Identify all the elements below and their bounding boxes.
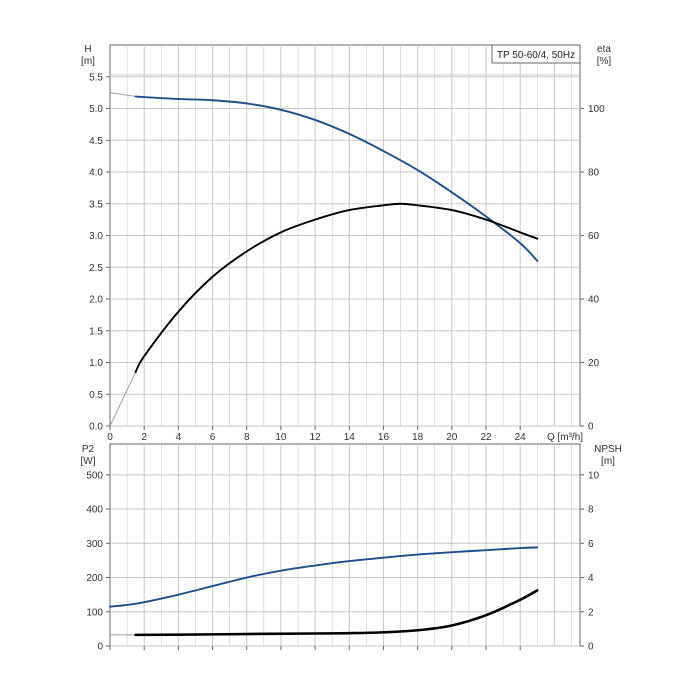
upper-right-tick-label: 0	[588, 422, 594, 433]
npsh-axis-label: NPSH	[594, 444, 622, 455]
lower-series-0-line	[109, 546, 539, 608]
upper-left-tick-label: 1.0	[89, 358, 103, 369]
upper-left-tick-label: 3.5	[89, 199, 103, 210]
upper-x-tick-label: 8	[244, 432, 250, 443]
upper-x-tick-label: 14	[344, 432, 356, 443]
lower-left-tick-label: 0	[97, 642, 103, 653]
upper-panel: 0.00.51.01.52.02.53.03.54.04.55.05.50204…	[81, 44, 611, 443]
upper-series-1-line	[134, 202, 539, 373]
lower-right-tick-label: 2	[588, 607, 594, 618]
upper-x-tick-label: 18	[412, 432, 424, 443]
upper-x-tick-label: 12	[310, 432, 322, 443]
upper-ticks: 0.00.51.01.52.02.53.03.54.04.55.05.50204…	[89, 72, 605, 443]
h-axis-unit: [m]	[81, 56, 95, 67]
upper-right-tick-label: 80	[588, 168, 600, 179]
p2-axis-unit: [W]	[81, 456, 96, 467]
upper-right-tick-label: 100	[588, 104, 605, 115]
upper-right-tick-label: 40	[588, 295, 600, 306]
title-box	[491, 44, 581, 64]
lower-right-tick-label: 6	[588, 539, 594, 550]
lower-series-1-line	[134, 589, 539, 637]
upper-series-1-extension	[109, 371, 137, 427]
lower-right-tick-label: 10	[588, 470, 600, 481]
upper-x-tick-label: 22	[480, 432, 492, 443]
upper-left-tick-label: 0.0	[89, 422, 103, 433]
upper-left-tick-label: 2.0	[89, 295, 103, 306]
upper-x-tick-label: 16	[378, 432, 390, 443]
upper-series-0-line	[134, 95, 539, 262]
upper-grid	[110, 45, 580, 427]
upper-right-tick-label: 20	[588, 358, 600, 369]
upper-x-tick-label: 24	[515, 432, 527, 443]
lower-right-tick-label: 0	[588, 642, 594, 653]
upper-left-tick-label: 4.5	[89, 136, 103, 147]
chart-title: TP 50-60/4, 50Hz	[497, 50, 575, 61]
upper-x-tick-label: 4	[176, 432, 182, 443]
lower-left-tick-label: 500	[86, 470, 103, 481]
upper-left-tick-label: 2.5	[89, 263, 103, 274]
upper-left-tick-label: 0.5	[89, 390, 103, 401]
lower-right-tick-label: 4	[588, 573, 594, 584]
lower-right-tick-label: 8	[588, 505, 594, 516]
lower-grid	[110, 444, 580, 647]
upper-left-tick-label: 4.0	[89, 168, 103, 179]
lower-left-tick-label: 100	[86, 607, 103, 618]
eta-axis-unit: [%]	[597, 56, 612, 67]
upper-left-tick-label: 5.0	[89, 104, 103, 115]
upper-x-tick-label: 10	[275, 432, 287, 443]
lower-ticks: 0 100 200 300 400 500 0 2 4 6 8 10	[86, 470, 599, 652]
npsh-axis-unit: [m]	[601, 456, 615, 467]
upper-x-tick-label: 20	[446, 432, 458, 443]
lower-left-tick-label: 300	[86, 539, 103, 550]
lower-left-tick-label: 400	[86, 505, 103, 516]
upper-right-tick-label: 60	[588, 231, 600, 242]
upper-left-tick-label: 3.0	[89, 231, 103, 242]
upper-left-tick-label: 1.5	[89, 326, 103, 337]
eta-axis-label: eta	[597, 44, 611, 55]
p2-axis-label: P2	[82, 444, 95, 455]
upper-x-tick-label: 6	[210, 432, 216, 443]
lower-panel: 0 100 200 300 400 500 0 2 4 6 8 10 P2 [W] NPSH [m]	[81, 443, 622, 653]
lower-left-tick-label: 200	[86, 573, 103, 584]
upper-x-tick-label: 2	[141, 432, 147, 443]
upper-series-layer	[109, 92, 539, 427]
q-axis-label: Q [m³/h]	[547, 432, 583, 443]
upper-x-tick-label: 0	[107, 432, 113, 443]
upper-left-tick-label: 5.5	[89, 72, 103, 83]
lower-series-layer	[109, 546, 539, 637]
h-axis-label: H	[84, 44, 91, 55]
upper-series-0-extension	[109, 92, 136, 97]
